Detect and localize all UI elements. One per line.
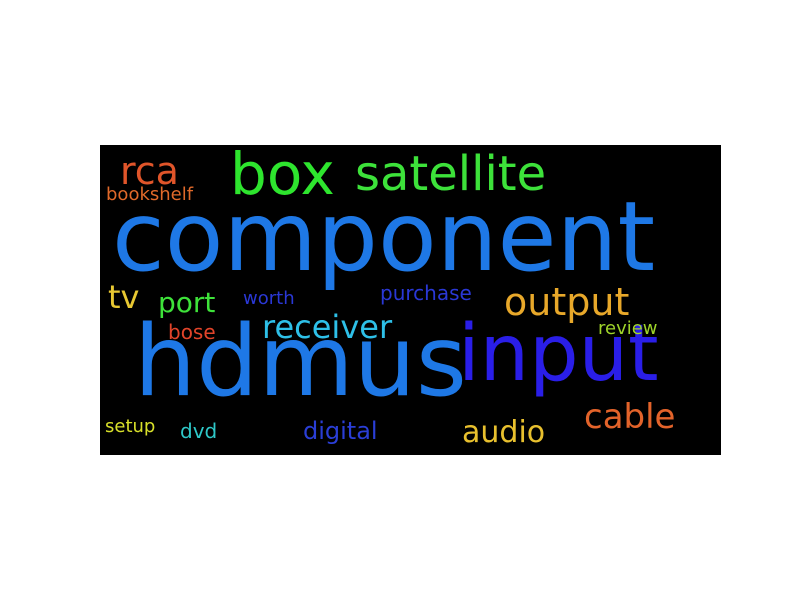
word-input: input [458, 309, 659, 399]
word-review: review [598, 318, 658, 339]
word-hdmus: hdmus [134, 305, 467, 419]
word-box: box [230, 145, 335, 208]
word-audio: audio [462, 415, 546, 450]
word-purchase: purchase [380, 281, 472, 305]
word-receiver: receiver [262, 308, 393, 346]
word-component: component [112, 181, 656, 293]
word-cable: cable [584, 397, 676, 437]
word-digital: digital [303, 417, 378, 445]
word-rca: rca [120, 149, 179, 193]
word-worth: worth [243, 288, 295, 309]
word-port: port [158, 286, 216, 319]
word-output: output [504, 280, 630, 324]
word-bookshelf: bookshelf [106, 184, 194, 205]
word-cloud: component hdmus input box satellite rca … [100, 145, 721, 455]
word-bose: bose [168, 320, 216, 344]
word-dvd: dvd [180, 419, 218, 443]
word-setup: setup [105, 416, 156, 437]
word-satellite: satellite [355, 146, 547, 202]
word-tv: tv [108, 278, 140, 316]
